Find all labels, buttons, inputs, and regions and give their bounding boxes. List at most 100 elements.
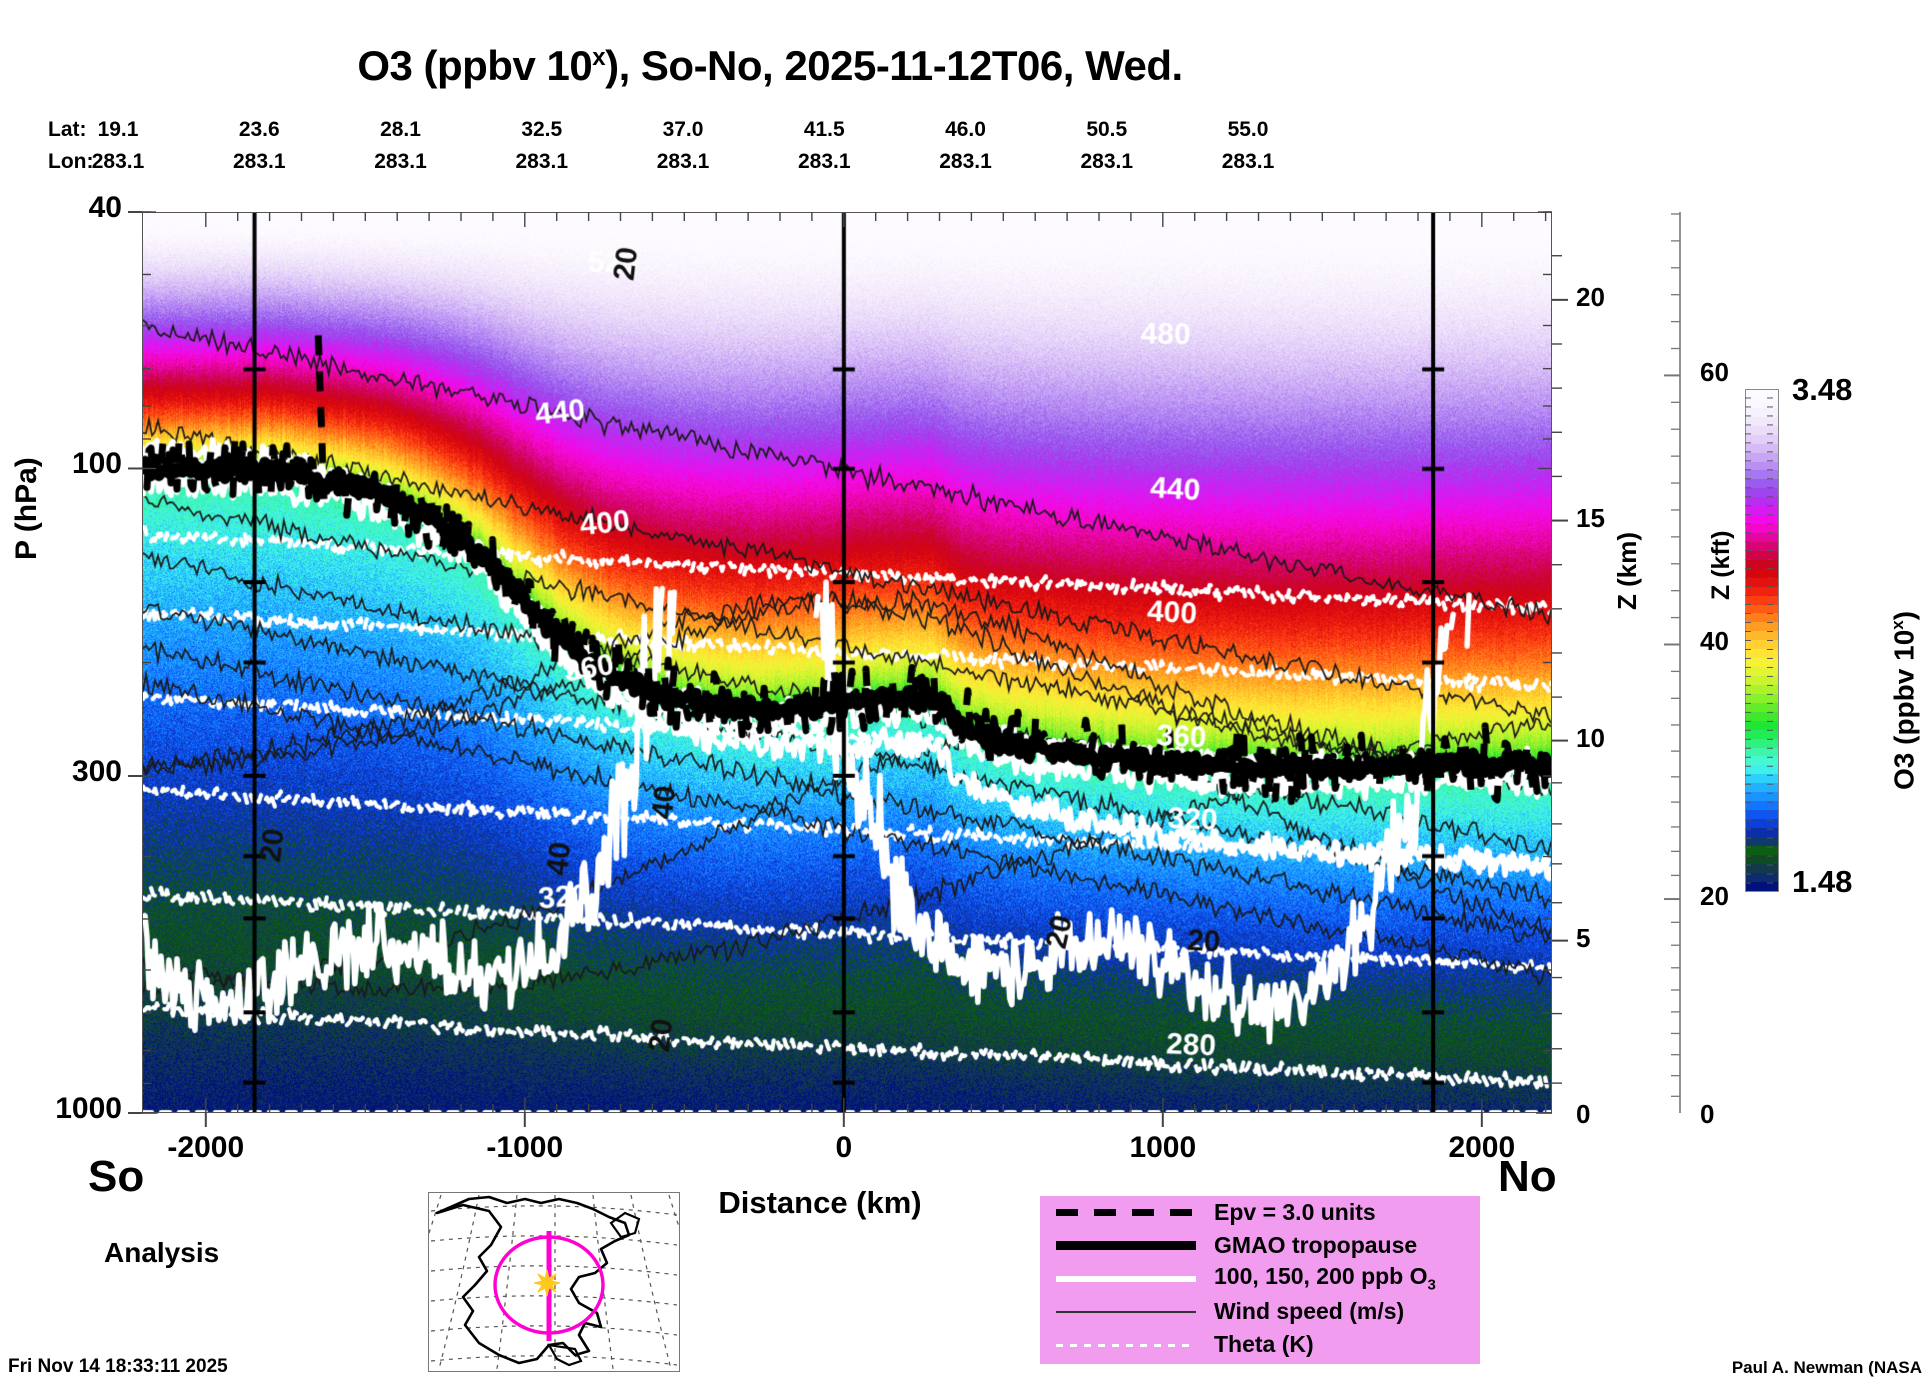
- legend-item-3: Wind speed (m/s): [1040, 1295, 1480, 1328]
- coordinate-header: Lat: Lon: 19.1 283.1 23.6 283.1 28.1 283.1 32.5 2…: [0, 118, 1560, 182]
- z-km-tick-5: 5: [1576, 922, 1591, 953]
- colorbar-max-value: 3.48: [1792, 372, 1853, 407]
- lon-value-5: 283.1: [797, 150, 851, 173]
- colorbar-band-7: [1746, 819, 1778, 828]
- x-axis-tick--2000: -2000: [167, 1131, 245, 1164]
- colorbar-band-5: [1746, 836, 1778, 846]
- x-axis-label: Distance (km): [718, 1185, 922, 1220]
- south-endpoint-label: So: [88, 1152, 145, 1201]
- colorbar-band-8: [1746, 810, 1778, 819]
- z-km-tick-20: 20: [1576, 281, 1605, 312]
- colorbar-band-45: [1746, 479, 1778, 489]
- legend-sample-1: [1056, 1234, 1196, 1258]
- x-axis-tick-2000: 2000: [1448, 1131, 1516, 1164]
- colorbar-band-38: [1746, 541, 1778, 551]
- colorbar-band-51: [1746, 425, 1778, 435]
- colorbar-band-30: [1746, 613, 1778, 623]
- lon-value-2: 283.1: [374, 150, 427, 173]
- colorbar-band-20: [1746, 702, 1778, 712]
- lat-value-8: 55.0: [1227, 118, 1269, 141]
- ozone-field-canvas: [143, 213, 1551, 1112]
- legend-sample-4: [1056, 1333, 1196, 1357]
- lon-value-3: 283.1: [515, 150, 569, 173]
- colorbar-band-14: [1746, 756, 1778, 766]
- legend-box: Epv = 3.0 units GMAO tropopause 100, 150, …: [1040, 1196, 1480, 1364]
- colorbar-band-26: [1746, 649, 1778, 659]
- colorbar-band-47: [1746, 461, 1778, 471]
- colorbar-band-32: [1746, 595, 1778, 605]
- colorbar-band-22: [1746, 684, 1778, 694]
- lat-value-7: 50.5: [1086, 118, 1128, 141]
- colorbar-band-41: [1746, 515, 1778, 525]
- title-exponent: x: [592, 44, 606, 71]
- x-axis-tick-1000: 1000: [1129, 1131, 1197, 1164]
- credit-label: Paul A. Newman (NASA: [1731, 1358, 1922, 1377]
- timestamp-label: Fri Nov 14 18:33:11 2025: [8, 1356, 228, 1377]
- lat-value-6: 46.0: [945, 118, 986, 141]
- colorbar-band-29: [1746, 622, 1778, 632]
- colorbar-band-25: [1746, 658, 1778, 668]
- lat-value-4: 37.0: [662, 118, 704, 141]
- title-text-before: O3 (ppbv 10: [357, 42, 593, 89]
- legend-item-4: Theta (K): [1040, 1328, 1480, 1361]
- colorbar-band-12: [1746, 774, 1778, 784]
- colorbar: [1745, 389, 1779, 892]
- lon-value-4: 283.1: [656, 150, 710, 173]
- colorbar-band-9: [1746, 801, 1778, 811]
- y-axis-altitude-km-label: Z (km): [1612, 532, 1642, 610]
- colorbar-band-2: [1746, 863, 1778, 873]
- colorbar-band-42: [1746, 506, 1778, 516]
- colorbar-band-4: [1746, 845, 1778, 855]
- z-kft-tick-20: 20: [1700, 881, 1729, 912]
- p-axis-tick-1000: 1000: [55, 1092, 122, 1125]
- colorbar-min-value: 1.48: [1792, 864, 1853, 899]
- colorbar-band-40: [1746, 524, 1778, 533]
- colorbar-band-28: [1746, 631, 1778, 641]
- legend-sample-0: [1056, 1201, 1196, 1225]
- z-kft-tick-0: 0: [1700, 1098, 1715, 1129]
- colorbar-band-54: [1746, 398, 1778, 408]
- colorbar-band-16: [1746, 738, 1778, 748]
- north-endpoint-label: No: [1498, 1152, 1557, 1201]
- lat-value-5: 41.5: [803, 118, 845, 141]
- colorbar-band-55: [1746, 390, 1778, 399]
- colorbar-band-23: [1746, 676, 1778, 685]
- legend-label-1: GMAO tropopause: [1214, 1232, 1418, 1258]
- z-km-tick-10: 10: [1576, 722, 1605, 753]
- x-axis-tick--1000: -1000: [486, 1131, 564, 1164]
- x-axis-tick-0: 0: [835, 1131, 853, 1164]
- altitude-kft-axis: [1660, 200, 1730, 1140]
- lon-value-7: 283.1: [1080, 150, 1134, 173]
- colorbar-band-53: [1746, 407, 1778, 417]
- z-km-tick-15: 15: [1576, 502, 1605, 533]
- legend-label-3: Wind speed (m/s): [1214, 1298, 1405, 1324]
- legend-label-4: Theta (K): [1214, 1331, 1314, 1357]
- colorbar-band-19: [1746, 711, 1778, 721]
- colorbar-band-52: [1746, 416, 1778, 426]
- lat-row-label: Lat:: [48, 118, 87, 141]
- colorbar-band-17: [1746, 729, 1778, 739]
- legend-label-2: 100, 150, 200 ppb O3: [1214, 1263, 1436, 1294]
- colorbar-band-35: [1746, 568, 1778, 578]
- z-kft-tick-60: 60: [1700, 357, 1729, 388]
- p-axis-tick-100: 100: [71, 447, 122, 481]
- colorbar-band-44: [1746, 488, 1778, 498]
- analysis-label: Analysis: [104, 1237, 220, 1268]
- colorbar-band-46: [1746, 470, 1778, 480]
- title-text-after: ), So-No, 2025-11-12T06, Wed.: [605, 42, 1183, 89]
- colorbar-band-39: [1746, 533, 1778, 542]
- lon-value-0: 283.1: [91, 150, 145, 173]
- colorbar-band-21: [1746, 693, 1778, 703]
- legend-label-0: Epv = 3.0 units: [1214, 1199, 1376, 1225]
- p-axis-tick-40: 40: [88, 191, 122, 224]
- colorbar-band-31: [1746, 604, 1778, 614]
- colorbar-band-24: [1746, 667, 1778, 676]
- lon-value-8: 283.1: [1221, 150, 1275, 173]
- legend-item-1: GMAO tropopause: [1040, 1229, 1480, 1262]
- lon-value-1: 283.1: [232, 150, 286, 173]
- colorbar-band-1: [1746, 872, 1778, 882]
- colorbar-band-50: [1746, 434, 1778, 444]
- colorbar-band-27: [1746, 640, 1778, 650]
- colorbar-label: O3 (ppbv 10x): [1888, 610, 1920, 790]
- inset-location-map: [380, 1192, 730, 1372]
